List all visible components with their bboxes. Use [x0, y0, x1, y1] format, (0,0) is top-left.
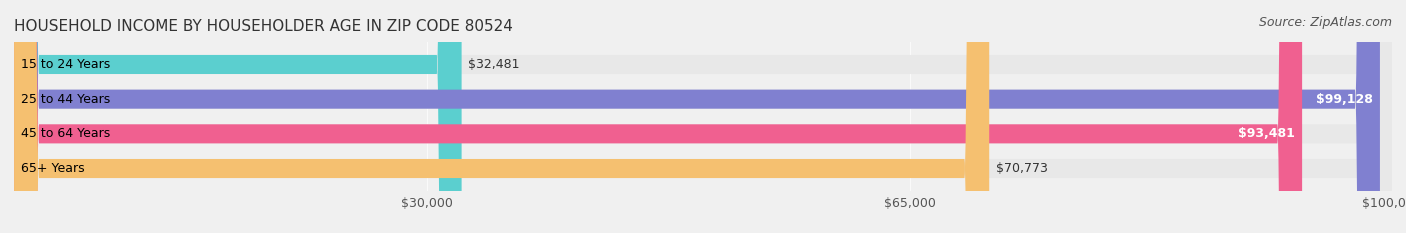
FancyBboxPatch shape [14, 0, 1392, 233]
Text: HOUSEHOLD INCOME BY HOUSEHOLDER AGE IN ZIP CODE 80524: HOUSEHOLD INCOME BY HOUSEHOLDER AGE IN Z… [14, 19, 513, 34]
FancyBboxPatch shape [14, 0, 990, 233]
FancyBboxPatch shape [14, 0, 1302, 233]
Text: 15 to 24 Years: 15 to 24 Years [21, 58, 110, 71]
FancyBboxPatch shape [14, 0, 1392, 233]
FancyBboxPatch shape [14, 0, 1379, 233]
Text: $70,773: $70,773 [995, 162, 1047, 175]
FancyBboxPatch shape [14, 0, 1392, 233]
Text: 25 to 44 Years: 25 to 44 Years [21, 93, 110, 106]
FancyBboxPatch shape [14, 0, 1392, 233]
Text: 65+ Years: 65+ Years [21, 162, 84, 175]
Text: $99,128: $99,128 [1316, 93, 1374, 106]
Text: Source: ZipAtlas.com: Source: ZipAtlas.com [1258, 16, 1392, 29]
FancyBboxPatch shape [14, 0, 461, 233]
Text: $32,481: $32,481 [468, 58, 520, 71]
Text: $93,481: $93,481 [1239, 127, 1295, 140]
Text: 45 to 64 Years: 45 to 64 Years [21, 127, 110, 140]
